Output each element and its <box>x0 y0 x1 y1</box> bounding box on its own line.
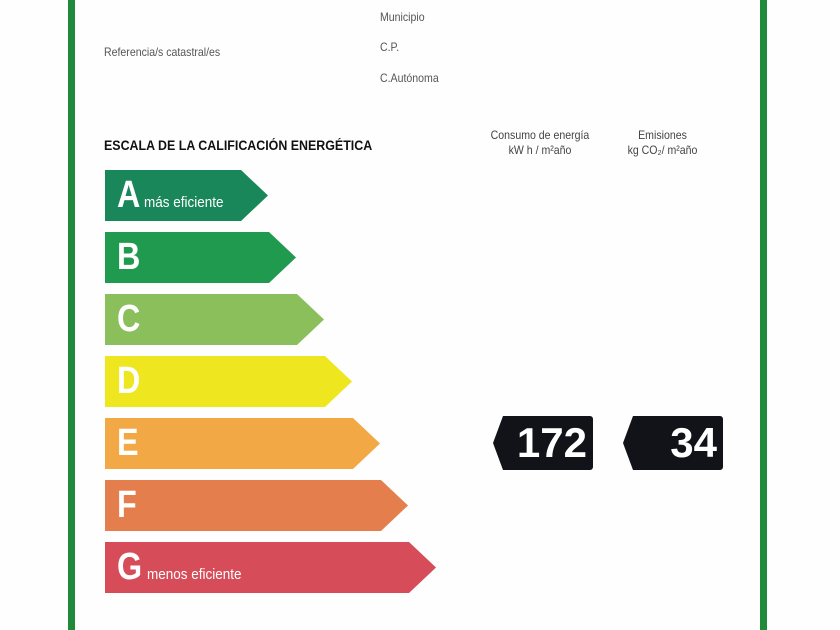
rating-letter: E <box>117 422 139 464</box>
rating-letter: F <box>117 484 137 526</box>
emisiones-value-tag: 34 <box>623 416 723 470</box>
rating-bar-f: F <box>105 480 408 531</box>
referencia-label: Referencia/s catastral/es <box>104 45 221 59</box>
rating-letter: B <box>117 236 141 278</box>
right-border <box>760 0 767 630</box>
rating-bar-b: B <box>105 232 296 283</box>
consumo-unit: kW h / m²año <box>508 143 572 157</box>
consumo-title: Consumo de energía <box>490 128 590 142</box>
rating-bar-c: C <box>105 294 324 345</box>
rating-note: más eficiente <box>144 194 224 211</box>
consumo-value: 172 <box>516 419 587 466</box>
rating-letter: G <box>117 546 143 588</box>
cp-label: C.P. <box>380 40 400 54</box>
rating-bar-d: D <box>105 356 352 407</box>
consumo-value-tag: 172 <box>493 416 593 470</box>
emisiones-unit: kg CO₂/ m²año <box>627 143 698 157</box>
rating-letter: D <box>117 360 141 402</box>
emisiones-title: Emisiones <box>638 128 687 142</box>
municipio-label: Municipio <box>380 10 425 24</box>
consumo-header: Consumo de energía kW h / m²año <box>478 128 601 158</box>
emisiones-value: 34 <box>670 419 717 466</box>
rating-letter: A <box>117 174 141 216</box>
scale-title: ESCALA DE LA CALIFICACIÓN ENERGÉTICA <box>104 138 373 153</box>
rating-letter: C <box>117 298 141 340</box>
autonoma-label: C.Autónoma <box>380 71 439 85</box>
emisiones-header: Emisiones kg CO₂/ m²año <box>608 128 718 158</box>
rating-bar-e: E <box>105 418 380 469</box>
left-border <box>68 0 75 630</box>
rating-note: menos eficiente <box>146 566 242 583</box>
